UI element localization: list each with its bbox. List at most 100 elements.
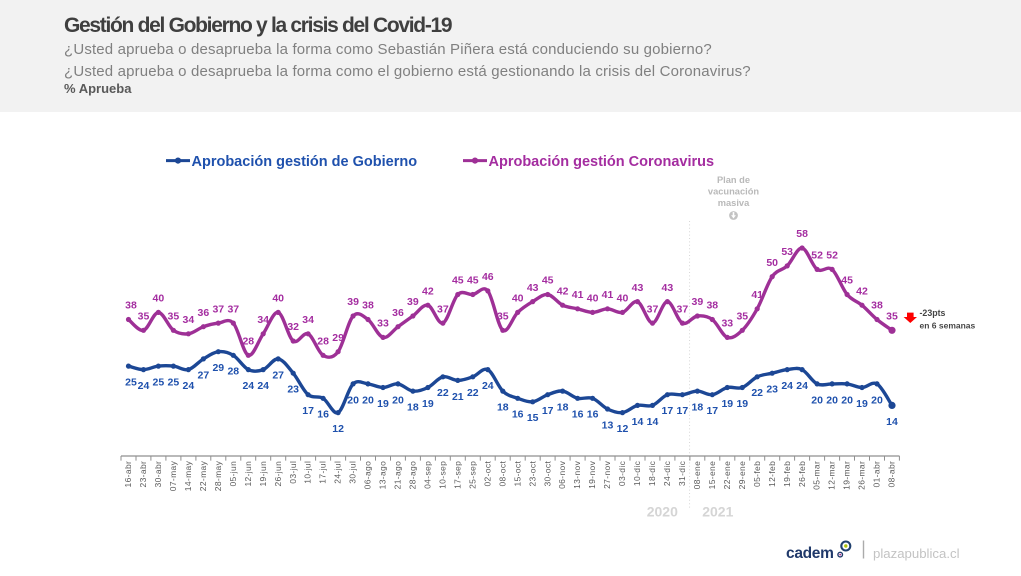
svg-text:12-feb: 12-feb bbox=[767, 461, 777, 487]
svg-text:19: 19 bbox=[377, 398, 389, 410]
svg-text:20: 20 bbox=[392, 394, 404, 406]
svg-text:16: 16 bbox=[317, 409, 329, 421]
svg-text:25: 25 bbox=[125, 376, 137, 388]
svg-text:45: 45 bbox=[452, 275, 464, 287]
svg-text:38: 38 bbox=[706, 300, 718, 312]
svg-text:36: 36 bbox=[392, 307, 404, 319]
svg-text:40: 40 bbox=[587, 293, 599, 305]
svg-text:42: 42 bbox=[557, 285, 569, 297]
svg-text:32: 32 bbox=[287, 321, 299, 333]
svg-text:37: 37 bbox=[677, 303, 689, 315]
svg-text:20: 20 bbox=[871, 394, 883, 406]
svg-text:17: 17 bbox=[542, 405, 554, 417]
svg-text:16-abr: 16-abr bbox=[123, 461, 133, 488]
svg-text:24: 24 bbox=[482, 380, 494, 392]
svg-text:22-may: 22-may bbox=[198, 460, 208, 491]
svg-text:30-oct: 30-oct bbox=[542, 461, 552, 487]
svg-text:19-mar: 19-mar bbox=[842, 461, 852, 490]
svg-text:13-nov: 13-nov bbox=[572, 460, 582, 488]
svg-text:52: 52 bbox=[811, 250, 823, 262]
svg-text:33: 33 bbox=[377, 318, 389, 330]
svg-text:36: 36 bbox=[198, 307, 210, 319]
svg-text:37: 37 bbox=[647, 303, 659, 315]
svg-text:10-jul: 10-jul bbox=[303, 461, 313, 484]
svg-text:17-jul: 17-jul bbox=[318, 461, 328, 484]
svg-text:29: 29 bbox=[212, 362, 224, 374]
svg-text:08-ene: 08-ene bbox=[692, 461, 702, 490]
svg-text:01-abr: 01-abr bbox=[872, 461, 882, 488]
svg-text:40: 40 bbox=[153, 293, 165, 305]
svg-text:19: 19 bbox=[736, 398, 748, 410]
svg-text:15-ene: 15-ene bbox=[707, 461, 717, 490]
svg-text:43: 43 bbox=[527, 282, 539, 294]
svg-text:15: 15 bbox=[527, 412, 539, 424]
svg-text:35: 35 bbox=[736, 311, 748, 323]
svg-text:29: 29 bbox=[332, 332, 344, 344]
svg-text:26-feb: 26-feb bbox=[797, 461, 807, 487]
svg-text:03-dic: 03-dic bbox=[617, 460, 627, 486]
svg-text:20: 20 bbox=[347, 394, 359, 406]
svg-text:17: 17 bbox=[662, 405, 674, 417]
svg-text:17-sep: 17-sep bbox=[452, 461, 462, 489]
svg-text:58: 58 bbox=[796, 228, 808, 240]
svg-text:23: 23 bbox=[766, 384, 778, 396]
svg-text:24: 24 bbox=[781, 380, 793, 392]
svg-text:05-mar: 05-mar bbox=[812, 461, 822, 490]
svg-text:12: 12 bbox=[332, 423, 344, 435]
svg-text:40: 40 bbox=[512, 293, 524, 305]
svg-text:22-ene: 22-ene bbox=[722, 461, 732, 490]
svg-text:27: 27 bbox=[198, 369, 210, 381]
svg-text:2020: 2020 bbox=[647, 504, 678, 520]
svg-text:15-oct: 15-oct bbox=[512, 461, 522, 487]
svg-text:18: 18 bbox=[557, 402, 569, 414]
svg-text:18: 18 bbox=[497, 402, 509, 414]
svg-text:35: 35 bbox=[138, 311, 150, 323]
svg-text:37: 37 bbox=[212, 303, 224, 315]
svg-text:50: 50 bbox=[766, 257, 778, 269]
svg-text:30-jul: 30-jul bbox=[348, 461, 358, 484]
svg-text:25-sep: 25-sep bbox=[467, 461, 477, 489]
svg-text:19: 19 bbox=[856, 398, 868, 410]
svg-text:08-oct: 08-oct bbox=[497, 461, 507, 487]
svg-text:cadem: cadem bbox=[786, 545, 834, 562]
svg-text:40: 40 bbox=[272, 293, 284, 305]
svg-text:22: 22 bbox=[751, 387, 763, 399]
svg-text:34: 34 bbox=[257, 314, 269, 326]
svg-text:24-dic: 24-dic bbox=[662, 460, 672, 486]
svg-text:41: 41 bbox=[751, 289, 763, 301]
svg-text:19-nov: 19-nov bbox=[587, 460, 597, 488]
svg-text:13: 13 bbox=[602, 419, 614, 431]
svg-text:22: 22 bbox=[437, 387, 449, 399]
svg-text:en 6 semanas: en 6 semanas bbox=[920, 320, 976, 330]
svg-text:24: 24 bbox=[183, 380, 195, 392]
svg-text:53: 53 bbox=[781, 246, 793, 258]
svg-text:28: 28 bbox=[317, 336, 329, 348]
svg-text:24: 24 bbox=[796, 380, 808, 392]
svg-text:25: 25 bbox=[168, 376, 180, 388]
svg-text:35: 35 bbox=[497, 311, 509, 323]
svg-text:46: 46 bbox=[482, 271, 494, 283]
svg-text:07-may: 07-may bbox=[168, 460, 178, 491]
svg-text:23-abr: 23-abr bbox=[138, 461, 148, 488]
svg-text:vacunación: vacunación bbox=[708, 187, 759, 197]
svg-text:06-nov: 06-nov bbox=[557, 460, 567, 488]
svg-text:24: 24 bbox=[242, 380, 254, 392]
svg-text:19: 19 bbox=[422, 398, 434, 410]
svg-text:52: 52 bbox=[826, 250, 838, 262]
svg-text:24: 24 bbox=[257, 380, 269, 392]
svg-text:14-may: 14-may bbox=[183, 460, 193, 491]
svg-text:37: 37 bbox=[437, 303, 449, 315]
svg-text:19: 19 bbox=[721, 398, 733, 410]
svg-text:27-nov: 27-nov bbox=[602, 460, 612, 488]
svg-text:27: 27 bbox=[272, 369, 284, 381]
svg-text:45: 45 bbox=[467, 275, 479, 287]
svg-text:17: 17 bbox=[302, 405, 314, 417]
svg-text:19-jun: 19-jun bbox=[258, 461, 268, 487]
svg-text:05-feb: 05-feb bbox=[752, 461, 762, 487]
svg-text:13-ago: 13-ago bbox=[378, 461, 388, 490]
svg-text:42: 42 bbox=[422, 285, 434, 297]
svg-text:34: 34 bbox=[302, 314, 314, 326]
svg-text:35: 35 bbox=[168, 311, 180, 323]
svg-text:39: 39 bbox=[407, 296, 419, 308]
svg-text:12-jun: 12-jun bbox=[243, 461, 253, 487]
